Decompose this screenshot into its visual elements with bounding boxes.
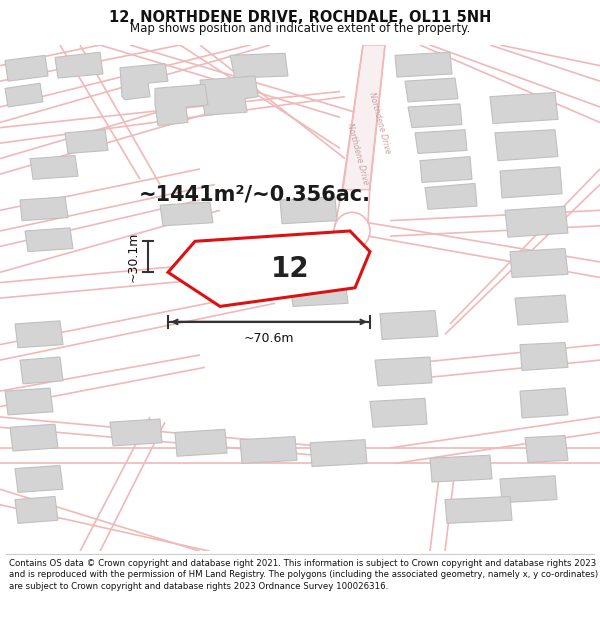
Polygon shape: [520, 342, 568, 371]
Polygon shape: [230, 274, 278, 298]
Polygon shape: [525, 436, 568, 462]
Polygon shape: [175, 429, 227, 456]
Polygon shape: [20, 357, 63, 384]
Polygon shape: [380, 311, 438, 339]
Polygon shape: [110, 419, 162, 446]
Text: Map shows position and indicative extent of the property.: Map shows position and indicative extent…: [130, 22, 470, 35]
Polygon shape: [425, 184, 477, 209]
Polygon shape: [395, 52, 452, 77]
Text: Northdene Drive: Northdene Drive: [367, 91, 392, 154]
Polygon shape: [415, 130, 467, 154]
Text: Contains OS data © Crown copyright and database right 2021. This information is : Contains OS data © Crown copyright and d…: [9, 559, 598, 591]
Polygon shape: [55, 52, 103, 78]
Polygon shape: [405, 78, 458, 102]
Polygon shape: [5, 83, 43, 107]
Text: ~70.6m: ~70.6m: [244, 332, 294, 345]
Polygon shape: [520, 388, 568, 418]
Polygon shape: [240, 437, 297, 463]
Polygon shape: [25, 228, 73, 252]
Polygon shape: [408, 104, 462, 127]
Text: 12: 12: [271, 255, 310, 283]
Polygon shape: [515, 295, 568, 325]
Text: ~30.1m: ~30.1m: [127, 232, 140, 282]
Polygon shape: [430, 455, 492, 482]
Polygon shape: [370, 398, 427, 428]
Polygon shape: [505, 206, 568, 237]
Polygon shape: [120, 64, 168, 100]
Polygon shape: [310, 439, 367, 466]
Polygon shape: [445, 496, 512, 523]
Polygon shape: [155, 84, 208, 126]
Polygon shape: [290, 279, 348, 306]
Polygon shape: [15, 321, 63, 348]
Polygon shape: [510, 249, 568, 278]
Polygon shape: [15, 466, 63, 492]
Polygon shape: [375, 357, 432, 386]
Polygon shape: [490, 92, 558, 124]
Polygon shape: [500, 476, 557, 502]
Polygon shape: [230, 53, 288, 78]
Polygon shape: [280, 197, 337, 224]
Polygon shape: [5, 56, 48, 81]
Polygon shape: [5, 388, 53, 415]
Polygon shape: [30, 156, 78, 179]
Polygon shape: [495, 130, 558, 161]
Polygon shape: [20, 197, 68, 221]
Text: Northdene Drive: Northdene Drive: [346, 122, 371, 185]
Polygon shape: [65, 130, 108, 154]
Polygon shape: [500, 167, 562, 198]
Polygon shape: [10, 424, 58, 451]
Polygon shape: [160, 202, 213, 226]
Polygon shape: [420, 157, 472, 182]
Polygon shape: [15, 496, 58, 523]
Polygon shape: [200, 76, 258, 115]
Text: 12, NORTHDENE DRIVE, ROCHDALE, OL11 5NH: 12, NORTHDENE DRIVE, ROCHDALE, OL11 5NH: [109, 10, 491, 25]
Polygon shape: [343, 45, 385, 189]
Polygon shape: [168, 231, 370, 306]
Text: ~1441m²/~0.356ac.: ~1441m²/~0.356ac.: [139, 185, 371, 205]
